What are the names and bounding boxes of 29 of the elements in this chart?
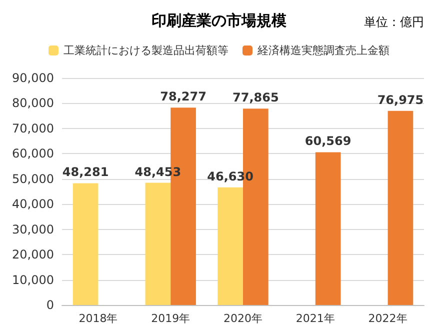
y-tick-label: 50,000 — [12, 172, 54, 186]
data-label: 78,277 — [160, 90, 206, 104]
text: 単位：億円 — [364, 15, 424, 29]
data-label: 60,569 — [304, 134, 352, 148]
y-tick-label: 90,000 — [12, 71, 54, 85]
bar — [145, 182, 171, 305]
bar — [315, 152, 341, 305]
data-label: 77,865 — [232, 90, 279, 105]
chart-title: 印刷産業の市場規模 — [152, 12, 288, 30]
y-tick-label: 0 — [46, 298, 54, 312]
y-tick-label: 70,000 — [12, 121, 54, 136]
y-tick-label: 10,000 — [12, 272, 54, 287]
x-tick-label: 2019年 — [151, 312, 190, 325]
x-tick-label: 2021年 — [296, 312, 335, 325]
y-tick-label: 20,000 — [12, 248, 54, 262]
bar — [218, 187, 243, 305]
bar — [388, 110, 414, 305]
y-tick-label: 30,000 — [12, 222, 54, 236]
x-tick-label: 2022年 — [368, 312, 408, 325]
x-tick-label: 2018年 — [78, 312, 118, 325]
bar — [72, 183, 98, 305]
legend-label: 経済構造実態調査売上金額 — [256, 44, 390, 57]
data-label: 76,975 — [377, 92, 424, 107]
data-label: 48,281 — [62, 165, 109, 180]
x-tick-label: 2020年 — [224, 312, 262, 325]
y-tick-label: 40,000 — [12, 197, 54, 212]
legend-label: 工業統計における製造品出荷額等 — [64, 44, 228, 57]
y-tick-label: 60,000 — [12, 146, 54, 161]
y-tick-label: 80,000 — [12, 96, 54, 110]
